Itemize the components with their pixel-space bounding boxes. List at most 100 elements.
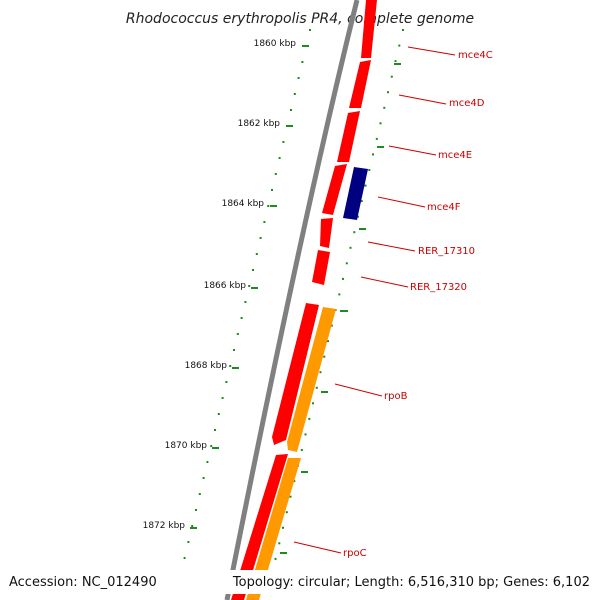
minor-tick-dot — [390, 75, 393, 78]
minor-tick-dot — [330, 324, 333, 327]
minor-tick-dot — [308, 417, 311, 420]
footer-background — [0, 570, 600, 594]
minor-tick-dot — [210, 445, 213, 447]
gene-label-rpoB[interactable]: rpoB — [384, 391, 408, 402]
gene-label-mce4F[interactable]: mce4F — [427, 202, 461, 213]
gene-arrow-mce4D[interactable] — [349, 60, 371, 108]
gene-arrow-mce4F[interactable] — [343, 167, 368, 220]
minor-tick-dot — [267, 205, 270, 207]
tick-label: 1870 kbp — [165, 441, 208, 451]
gene-label-rpoC[interactable]: rpoC — [343, 548, 367, 559]
pointer-RER_17310 — [367, 241, 416, 252]
topology-label: Topology: circular; Length: 6,516,310 bp… — [232, 575, 590, 590]
gene-arrow-rpoB-upstream[interactable] — [272, 303, 319, 445]
minor-tick-dot — [195, 509, 197, 511]
gene-label-mce4D[interactable]: mce4D — [449, 98, 485, 109]
gene-arrow-RER_17310[interactable] — [320, 218, 333, 248]
minor-tick-dot — [315, 386, 318, 389]
minor-tick-dot — [248, 285, 251, 287]
minor-tick-dot — [274, 557, 277, 560]
minor-tick-dot — [263, 221, 266, 223]
minor-tick-dot — [259, 237, 262, 239]
minor-tick-dot — [285, 511, 288, 514]
minor-tick-dot — [300, 449, 303, 451]
gene-arrow-mce4C[interactable] — [361, 0, 377, 58]
gene-labels: mce4C mce4D mce4E mce4F RER_17310 RER_17… — [343, 50, 493, 559]
minor-tick-dot — [214, 429, 216, 431]
pointer-mce4E — [388, 145, 437, 156]
minor-tick-dot — [297, 77, 300, 79]
tick-label: 1866 kbp — [204, 281, 247, 291]
genome-backbone — [224, 0, 360, 600]
gene-label-mce4C[interactable]: mce4C — [458, 50, 493, 61]
pointer-rpoC — [293, 541, 342, 554]
pointer-rpoB — [334, 383, 383, 397]
minor-tick-dot — [282, 141, 285, 143]
kbp-tick-1862: 1862 kbp — [238, 119, 293, 129]
kbp-tick-1860: 1860 kbp — [254, 39, 309, 49]
gene-arrow-rpoC[interactable] — [246, 458, 301, 600]
minor-tick-dot — [271, 189, 273, 191]
pointer-mce4F — [377, 196, 426, 208]
minor-tick-dot — [202, 477, 205, 479]
minor-tick-dot — [338, 293, 341, 296]
gene-label-mce4E[interactable]: mce4E — [438, 150, 472, 161]
minor-tick-dot — [255, 253, 258, 255]
minor-tick-dot — [342, 277, 344, 280]
minor-tick-dot — [244, 301, 247, 303]
kbp-tick-1870: 1870 kbp — [165, 441, 219, 451]
minor-tick-dot — [402, 29, 404, 31]
minor-tick-dot — [225, 381, 228, 383]
minor-tick-dot — [319, 371, 322, 374]
pointer-mce4C — [407, 46, 456, 56]
gene-arrow-mce4F-partner[interactable] — [322, 164, 347, 215]
outer-track-ticks — [280, 63, 401, 554]
kbp-tick-1868: 1868 kbp — [185, 361, 239, 371]
gene-arrow-rpoC-upstream[interactable] — [231, 454, 288, 600]
minor-tick-dot — [206, 461, 209, 463]
minor-tick-dot — [221, 397, 224, 399]
kbp-tick-1866: 1866 kbp — [204, 281, 258, 291]
minor-tick-dot — [229, 365, 232, 367]
minor-tick-dot — [282, 526, 284, 529]
minor-tick-dot — [183, 557, 186, 559]
kbp-tick-1864: 1864 kbp — [222, 199, 277, 209]
minor-tick-dot — [289, 495, 292, 498]
gene-label-RER_17320[interactable]: RER_17320 — [410, 282, 467, 293]
gene-label-RER_17310[interactable]: RER_17310 — [418, 246, 475, 257]
minor-tick-dot — [349, 246, 352, 249]
minor-tick-dot — [293, 480, 296, 483]
minor-tick-dot — [217, 413, 220, 415]
gene-arrow-rpoB[interactable] — [287, 307, 336, 452]
accession-label: Accession: NC_012490 — [9, 575, 157, 590]
tick-label: 1872 kbp — [143, 521, 186, 531]
minor-tick-dot — [278, 542, 281, 545]
minor-tick-dot — [364, 184, 367, 187]
tick-label: 1862 kbp — [238, 119, 281, 129]
gene-label-pointers — [293, 46, 456, 554]
gene-arrow-RER_17320[interactable] — [312, 250, 330, 285]
pointer-RER_17320 — [360, 276, 409, 288]
minor-tick-dot — [345, 262, 348, 265]
minor-tick-dot — [375, 137, 378, 140]
minor-tick-dot — [293, 93, 296, 95]
minor-tick-dot — [274, 173, 277, 175]
pointer-mce4D — [398, 94, 447, 105]
minor-tick-dot — [398, 44, 401, 47]
minor-tick-dot — [301, 61, 304, 63]
gene-features — [231, 0, 377, 600]
gene-arrow-mce4E[interactable] — [337, 111, 360, 162]
minor-tick-dot — [394, 60, 397, 63]
minor-tick-dot — [360, 200, 363, 203]
minor-tick-dot — [372, 153, 374, 156]
minor-tick-dot — [290, 109, 292, 111]
minor-tick-dot — [312, 402, 314, 405]
minor-tick-dot — [240, 317, 243, 319]
minor-tick-dot — [353, 231, 356, 234]
minor-tick-dot — [357, 215, 359, 218]
map-title: Rhodococcus erythropolis PR4, complete g… — [126, 11, 474, 27]
minor-tick-dot — [368, 169, 371, 171]
minor-tick-dot — [252, 269, 254, 271]
minor-tick-dot — [309, 29, 311, 31]
